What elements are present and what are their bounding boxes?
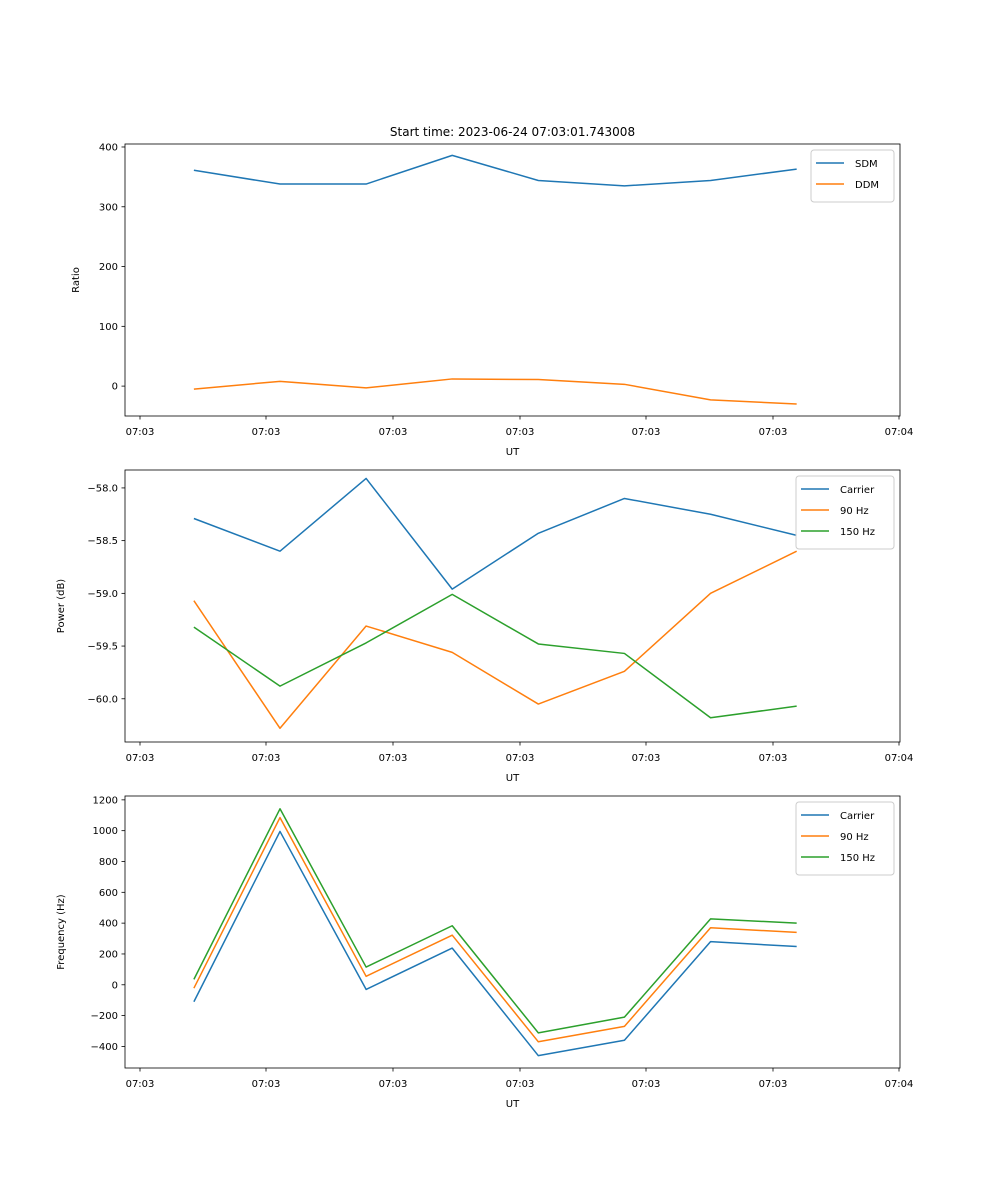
series-line-carrier xyxy=(193,477,797,590)
y-tick-label: −58.5 xyxy=(87,536,118,547)
series-line-90-hz xyxy=(193,816,797,1043)
series-line-90-hz xyxy=(193,550,797,730)
x-tick-label: 07:03 xyxy=(632,753,661,764)
x-tick-label: 07:03 xyxy=(252,753,281,764)
y-tick-label: −59.5 xyxy=(87,642,118,653)
series-line-150-hz xyxy=(193,593,797,719)
legend: SDM DDM xyxy=(810,149,895,203)
x-tick-label: 07:03 xyxy=(379,753,408,764)
x-axis-label: UT xyxy=(506,447,520,458)
x-tick-label: 07:03 xyxy=(759,1079,788,1090)
y-tick-label: 600 xyxy=(99,888,118,899)
y-tick-label: 300 xyxy=(99,202,118,213)
series-line-ddm xyxy=(193,378,797,405)
x-tick-label: 07:03 xyxy=(632,1079,661,1090)
legend-label: SDM xyxy=(855,159,878,170)
y-tick-label: 100 xyxy=(99,322,118,333)
legend-label: 90 Hz xyxy=(840,506,869,517)
series-line-carrier xyxy=(193,830,797,1057)
chart-panel-1: 0 100 200 300 400 07:03 07:03 07:03 07:03 07:03 07… xyxy=(71,142,913,458)
x-tick-label: 07:03 xyxy=(252,1079,281,1090)
axes-frame xyxy=(124,143,901,417)
y-axis-label: Power (dB) xyxy=(56,579,67,634)
y-axis-label: Frequency (Hz) xyxy=(56,894,67,970)
x-tick-label: 07:03 xyxy=(379,427,408,438)
x-tick-label: 07:03 xyxy=(252,427,281,438)
x-axis-label: UT xyxy=(506,773,520,784)
y-tick-label: 200 xyxy=(99,949,118,960)
y-tick-label: 400 xyxy=(99,142,118,153)
x-tick-label: 07:03 xyxy=(632,427,661,438)
y-tick-label: −60.0 xyxy=(87,694,118,705)
x-tick-label: 07:03 xyxy=(126,1079,155,1090)
y-tick-label: −200 xyxy=(91,1011,118,1022)
x-tick-label: 07:04 xyxy=(885,753,914,764)
chart-panel-2: −60.0 −59.5 −59.0 −58.5 −58.0 07:03 07:03 07:03… xyxy=(56,469,914,784)
x-tick-label: 07:03 xyxy=(506,1079,535,1090)
series-line-150-hz xyxy=(193,808,797,1034)
y-tick-label: 0 xyxy=(112,382,118,393)
legend-label: DDM xyxy=(855,180,879,191)
y-tick-label: 400 xyxy=(99,919,118,930)
y-tick-label: 1000 xyxy=(93,826,118,837)
x-tick-label: 07:03 xyxy=(759,753,788,764)
y-tick-label: 800 xyxy=(99,857,118,868)
x-axis-label: UT xyxy=(506,1099,520,1110)
chart-panel-3: −400 −200 0 200 400 600 800 1000 1200 07:03 07:03 0… xyxy=(56,795,913,1110)
legend-box xyxy=(810,149,895,203)
y-tick-label: 1200 xyxy=(93,795,118,806)
y-tick-label: −400 xyxy=(91,1042,118,1053)
y-tick-label: −58.0 xyxy=(87,483,118,494)
legend-label: 150 Hz xyxy=(840,527,875,538)
legend-label: 90 Hz xyxy=(840,832,869,843)
legend: Carrier 90 Hz 150 Hz xyxy=(795,801,895,876)
x-tick-label: 07:03 xyxy=(759,427,788,438)
x-tick-label: 07:03 xyxy=(506,427,535,438)
series-line-sdm xyxy=(193,154,797,187)
x-tick-label: 07:03 xyxy=(506,753,535,764)
y-tick-label: 0 xyxy=(112,980,118,991)
x-tick-label: 07:03 xyxy=(126,753,155,764)
y-tick-label: −59.0 xyxy=(87,589,118,600)
axes-frame xyxy=(124,795,901,1069)
y-axis-label: Ratio xyxy=(71,267,82,293)
legend-label: Carrier xyxy=(840,485,875,496)
panels: 0 100 200 300 400 07:03 07:03 07:03 07:03 07:03 07… xyxy=(56,142,913,1110)
legend-label: Carrier xyxy=(840,811,875,822)
x-tick-label: 07:04 xyxy=(885,427,914,438)
x-tick-label: 07:04 xyxy=(885,1079,914,1090)
axes-frame xyxy=(124,469,901,743)
x-tick-label: 07:03 xyxy=(379,1079,408,1090)
legend-label: 150 Hz xyxy=(840,853,875,864)
x-tick-label: 07:03 xyxy=(126,427,155,438)
y-tick-label: 200 xyxy=(99,262,118,273)
legend: Carrier 90 Hz 150 Hz xyxy=(795,475,895,550)
figure-title: Start time: 2023-06-24 07:03:01.743008 xyxy=(390,125,635,139)
